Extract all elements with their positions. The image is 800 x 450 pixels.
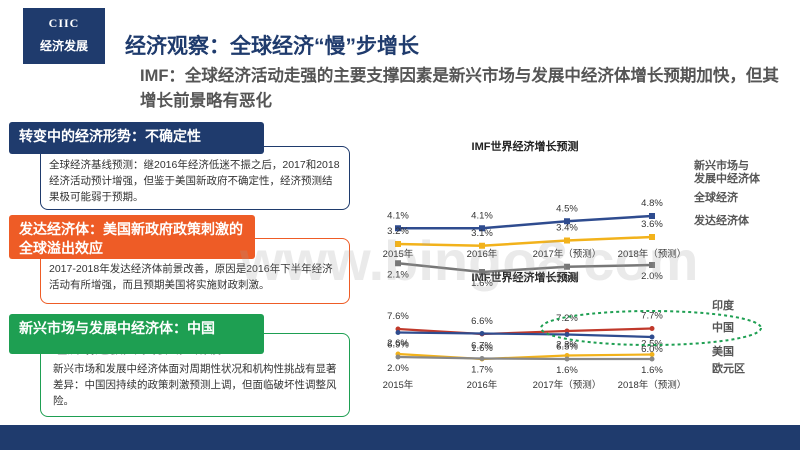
chart2-series-3-point xyxy=(479,356,485,361)
chart2-series-1-point xyxy=(564,332,570,337)
chart2-series-2-point xyxy=(564,353,570,358)
chart2-series-0-label: 6.6% xyxy=(471,316,493,327)
growth-charts: IMF世界经济增长预测 4.1% 4.1% 4.5% 4.8% 3.2% 3.1% 3.4% 3… xyxy=(360,135,790,410)
chart1-legend-1: 全球经济 xyxy=(693,190,739,204)
chart2-series-2-label: 2.5% xyxy=(641,339,663,350)
chart1-series-0-point xyxy=(564,218,570,225)
chart1-series-2-label: 1.6% xyxy=(471,278,493,289)
footer-bar xyxy=(0,425,800,450)
chart2-series-3-point xyxy=(564,356,570,362)
chart1-series-1-label: 3.6% xyxy=(641,219,663,230)
chart1-series-1-line xyxy=(397,235,653,248)
logo-text-dept: 经济发展 xyxy=(39,39,88,53)
chart1-series-0-point xyxy=(479,225,485,232)
chart2-series-1-point xyxy=(395,330,401,335)
chart1-series-1-point xyxy=(395,241,401,247)
chart1-series-0-line xyxy=(398,214,653,230)
chart2-series-3-point xyxy=(649,356,655,362)
chart2-series-0-line xyxy=(397,327,653,336)
chart1-series-0-label: 4.1% xyxy=(471,210,493,221)
chart2-series-0-label: 7.2% xyxy=(556,313,578,324)
section-heading-uncertainty: 转变中的经济形势：不确定性 xyxy=(9,122,264,154)
page-title: 经济观察：全球经济“慢”步增长 xyxy=(125,35,419,58)
chart1-series-1-label: 3.4% xyxy=(556,223,578,234)
chart2-series-2-label: 1.6% xyxy=(471,343,493,354)
chart1-series-1-label: 3.1% xyxy=(471,228,493,239)
chart2-series-3-label: 1.6% xyxy=(556,365,578,376)
chart2-legend-3: 欧元区 xyxy=(712,361,745,375)
chart1-series-2-label: 2.0% xyxy=(641,271,663,282)
chart2-series-1-label: 6.7% xyxy=(471,341,493,352)
chart2-series-2-point xyxy=(649,352,655,357)
chart1-legend-2: 发达经济体 xyxy=(693,213,750,227)
chart1-legend-0: 发展中经济体 xyxy=(693,171,761,185)
chart2-series-0-point xyxy=(395,326,401,332)
chart1-series-2-point xyxy=(479,269,485,275)
chart1-series-1-point xyxy=(564,237,570,244)
section-heading-advanced: 发达经济体：美国新政府政策刺激的全球溢出效应 xyxy=(9,215,255,259)
chart2-title: IMF世界经济增长预测 xyxy=(472,270,579,284)
chart1-series-2-point xyxy=(649,262,655,268)
chart1-series-0-point xyxy=(395,225,401,232)
chart1-series-1-label: 3.2% xyxy=(387,226,409,237)
chart2-legend-0: 印度 xyxy=(712,298,735,312)
logo-text-ciic: CIIC xyxy=(48,16,80,30)
chart1-series-2-label: 2.1% xyxy=(387,269,409,280)
chart2-legend-2: 美国 xyxy=(712,344,734,358)
chart2-series-3-line xyxy=(397,355,652,361)
chart2-series-2-label: 2.6% xyxy=(387,338,409,349)
chart1-series-2-line xyxy=(397,262,653,274)
chart1-series-0-label: 4.8% xyxy=(641,198,663,209)
section-heading-emerging: 新兴市场与发展中经济体：中国 xyxy=(9,314,264,354)
chart2-series-3-label: 1.7% xyxy=(471,365,493,376)
chart2-series-0-point xyxy=(649,326,655,331)
chart2-series-2-line xyxy=(397,352,653,361)
emerging-text: 新兴市场和发展中经济体面对周期性状况和机构性挑战有显著差异：中国因持续的政策刺激… xyxy=(53,363,337,407)
chart2-series-1-point xyxy=(479,331,485,336)
chart1-x-tick: 2016年 xyxy=(467,248,498,260)
chart1-series-2-label: 1.9% xyxy=(556,273,578,284)
chart2-series-1-label: 6.5% xyxy=(556,342,578,353)
chart2-x-tick: 2015年 xyxy=(383,379,414,391)
chart2-legend-1: 中国 xyxy=(712,320,734,334)
chart1-series-0-label: 4.5% xyxy=(556,203,578,214)
china-highlight-ellipse xyxy=(540,310,762,346)
chart2-x-tick: 2018年（预测） xyxy=(618,379,687,391)
chart1-series-1-point xyxy=(649,234,655,240)
chart1-x-tick: 2017年（预测） xyxy=(533,248,602,260)
page-subtitle: IMF：全球经济活动走强的主要支撑因素是新兴市场与发展中经济体增长预期加快，但其… xyxy=(140,67,779,110)
growth-charts-svg: IMF世界经济增长预测 4.1% 4.1% 4.5% 4.8% 3.2% 3.1% 3.4% 3… xyxy=(383,139,762,391)
chart2-series-3-label: 2.0% xyxy=(387,363,409,374)
chart2-series-3-point xyxy=(395,354,401,360)
chart2-series-2-label: 2.3% xyxy=(556,340,578,351)
chart2-series-1-point xyxy=(649,334,655,340)
chart2-series-0-point xyxy=(564,328,570,334)
chart1-series-2-point xyxy=(564,263,570,270)
chart2-series-0-label: 7.7% xyxy=(641,311,663,322)
chart2-series-3-label: 1.6% xyxy=(641,365,663,376)
chart1-x-tick: 2015年 xyxy=(383,248,414,260)
chart1-series-0-label: 4.1% xyxy=(387,210,409,221)
chart2-series-1-label: 6.0% xyxy=(641,344,663,355)
chart1-legend-0: 新兴市场与 xyxy=(694,158,749,172)
chart2-x-tick: 2017年（预测） xyxy=(533,379,602,391)
chart2-series-0-label: 7.6% xyxy=(387,311,409,322)
chart1-x-tick: 2018年（预测） xyxy=(618,248,687,260)
section-body-uncertainty: 全球经济基线预测：继2016年经济低迷不振之后，2017和2018经济活动预计增… xyxy=(40,146,350,210)
chart1-series-1-point xyxy=(479,242,485,249)
chart1-series-2-point xyxy=(395,260,401,267)
chart2-x-tick: 2016年 xyxy=(467,379,498,391)
chart1-title: IMF世界经济增长预测 xyxy=(472,139,579,153)
chart1-series-0-point xyxy=(649,213,655,219)
chart2-series-1-line xyxy=(397,331,653,339)
chart2-series-1-label: 6.9% xyxy=(387,340,409,351)
logo: CIIC 经济发展 xyxy=(23,8,105,64)
